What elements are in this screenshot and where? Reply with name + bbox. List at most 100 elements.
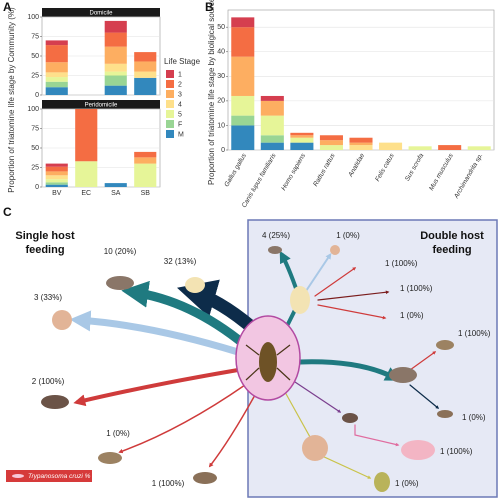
count-label: 10 (20%) <box>104 247 137 256</box>
count-label: 4 (25%) <box>262 231 290 240</box>
count-label: 1 (0%) <box>462 413 486 422</box>
y-tick-label: 100 <box>27 14 39 21</box>
bar-segment <box>408 146 432 150</box>
bar-segment <box>45 166 68 172</box>
bar-segment <box>45 45 68 63</box>
y-axis-label: Proportion of triatomine life stage by b… <box>207 0 216 185</box>
legend-swatch <box>166 80 174 88</box>
panel-label: C <box>3 205 12 219</box>
y-tick-label: 50 <box>31 145 39 152</box>
bar-segment <box>319 135 343 141</box>
bar-segment <box>75 109 98 162</box>
cockroach <box>374 472 390 492</box>
legend-swatch <box>166 100 174 108</box>
single-title: Single host <box>15 230 75 242</box>
double-title: feeding <box>432 244 471 256</box>
count-label: 1 (100%) <box>385 259 418 268</box>
count-label: 1 (0%) <box>336 231 360 240</box>
bar-segment <box>467 146 491 150</box>
bar-segment <box>134 163 157 187</box>
x-tick-label: Sus scrofa <box>404 152 426 182</box>
bar-segment <box>319 145 343 150</box>
bar-segment <box>260 135 284 143</box>
bar-segment <box>349 137 373 143</box>
bar-segment <box>45 72 68 78</box>
y-tick-label: 40 <box>217 49 225 56</box>
bar-segment <box>260 142 284 150</box>
y-tick-label: 25 <box>31 164 39 171</box>
bar-segment <box>45 179 68 183</box>
x-tick-label: Anatidae <box>347 152 367 179</box>
x-tick-label: SA <box>111 190 121 197</box>
x-tick-label: EC <box>81 190 91 197</box>
legend-label: 1 <box>178 71 182 78</box>
bar-segment <box>104 46 127 64</box>
cat <box>437 410 453 418</box>
legend-swatch <box>166 70 174 78</box>
bar-segment <box>290 142 314 150</box>
bar-segment <box>45 81 68 88</box>
bar-segment <box>134 77 157 95</box>
legend-swatch <box>166 110 174 118</box>
arrow <box>354 424 400 447</box>
bar-segment <box>104 183 127 187</box>
y-tick-label: 0 <box>221 147 225 154</box>
bar-segment <box>260 100 284 116</box>
y-axis-label: Proportion of triatomine life stage by C… <box>7 7 16 193</box>
legend-label: 4 <box>178 101 182 108</box>
arrow <box>121 280 250 350</box>
facet-title: Peridomicile <box>85 103 118 109</box>
y-tick-label: 0 <box>35 92 39 99</box>
y-tick-label: 0 <box>35 184 39 191</box>
legend-text: Trypanosoma cruzi % <box>28 473 91 480</box>
bar-segment <box>134 52 157 62</box>
duck <box>98 452 122 464</box>
legend-label: F <box>178 121 182 128</box>
bar-segment <box>231 95 255 116</box>
arrow <box>409 351 437 371</box>
icons <box>41 245 454 492</box>
double-title: Double host <box>420 230 484 242</box>
facet-strip <box>42 8 160 17</box>
panel-label: A <box>3 0 12 14</box>
bar-segment <box>231 56 255 96</box>
trypanosome-icon <box>12 474 24 478</box>
bar-segment <box>319 140 343 146</box>
bar-segment <box>290 137 314 143</box>
count-label: 2 (100%) <box>32 377 65 386</box>
bar-segment <box>290 135 314 138</box>
y-tick-label: 50 <box>217 24 225 31</box>
x-tick-label: Archimandrita sp. <box>453 152 485 200</box>
bar-segment <box>104 75 127 86</box>
y-tick-label: 100 <box>27 106 39 113</box>
arrow <box>317 304 387 320</box>
chicken <box>290 286 310 314</box>
human <box>302 435 328 461</box>
bar-segment <box>231 125 255 150</box>
bar-segment <box>45 40 68 46</box>
legend-box <box>6 470 92 482</box>
legend-swatch <box>166 120 174 128</box>
bar-segment <box>45 87 68 95</box>
dog <box>389 367 417 383</box>
rat <box>342 413 358 423</box>
legend-label: 3 <box>178 91 182 98</box>
bar-segment <box>231 27 255 57</box>
arrow <box>297 359 401 381</box>
count-label: 32 (13%) <box>164 257 197 266</box>
count-label: 1 (100%) <box>152 479 185 488</box>
x-tick-label: Gallus gallus <box>223 152 248 188</box>
bar-segment <box>134 71 157 78</box>
facet-strip <box>42 100 160 109</box>
bar-segment <box>45 184 68 187</box>
labels: 32 (13%) 10 (20%) 3 (33%) 2 (100%) 1 (0%… <box>32 231 491 488</box>
bar-segment <box>134 61 157 72</box>
human <box>52 310 72 330</box>
bar-segment <box>104 32 127 47</box>
count-label: 3 (33%) <box>34 293 62 302</box>
y-tick-label: 75 <box>31 125 39 132</box>
bar-segment <box>260 95 284 101</box>
rat <box>41 395 69 409</box>
bar-segment <box>349 145 373 150</box>
